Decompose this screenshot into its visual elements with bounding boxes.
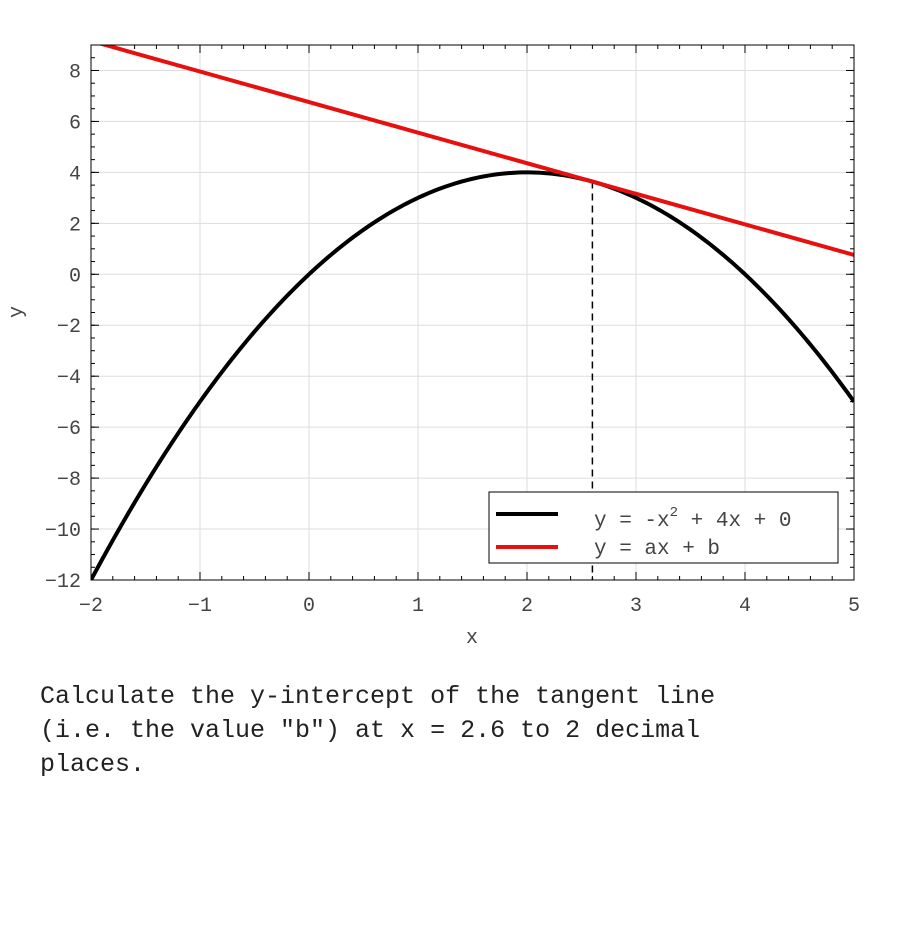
y-tick-label: −10 (45, 520, 81, 543)
y-tick-label: 2 (69, 214, 81, 237)
question-text: Calculate the y-intercept of the tangent… (40, 682, 716, 779)
y-tick-label: 8 (69, 61, 81, 84)
y-tick-label: −4 (57, 367, 81, 390)
x-tick-label: 5 (848, 595, 860, 618)
x-tick-label: 4 (739, 595, 751, 618)
plot-frame (90, 44, 855, 581)
y-axis-label: y (6, 306, 29, 318)
x-tick-label: 0 (303, 595, 315, 618)
series-layer (91, 45, 854, 580)
legend: y = -x2 + 4x + 0 y = ax + b (488, 491, 839, 564)
y-tick-label: −2 (57, 316, 81, 339)
x-tick-label: 3 (630, 595, 642, 618)
series-tangent-line (98, 45, 854, 257)
y-tick-label: 6 (69, 112, 81, 135)
x-tick-label: −1 (188, 595, 212, 618)
y-tick-label: −6 (57, 418, 81, 441)
x-tick-label: 1 (412, 595, 424, 618)
y-tick-label: 0 (69, 265, 81, 288)
y-tick-label: 4 (69, 163, 81, 186)
y-tick-label: −12 (45, 571, 81, 594)
x-axis-label: x (466, 627, 478, 650)
plot-background (91, 45, 854, 580)
series-parabola-line (91, 170, 854, 580)
x-tick-label: 2 (521, 595, 533, 618)
legend-entry-linear: y = ax + b (594, 538, 720, 561)
y-tick-label: −8 (57, 469, 81, 492)
legend-box (488, 491, 839, 564)
x-tick-label: −2 (79, 595, 103, 618)
legend-exponent: 2 (670, 505, 678, 521)
legend-entry-quadratic: y = -x2 + 4x + 0 (594, 505, 791, 533)
